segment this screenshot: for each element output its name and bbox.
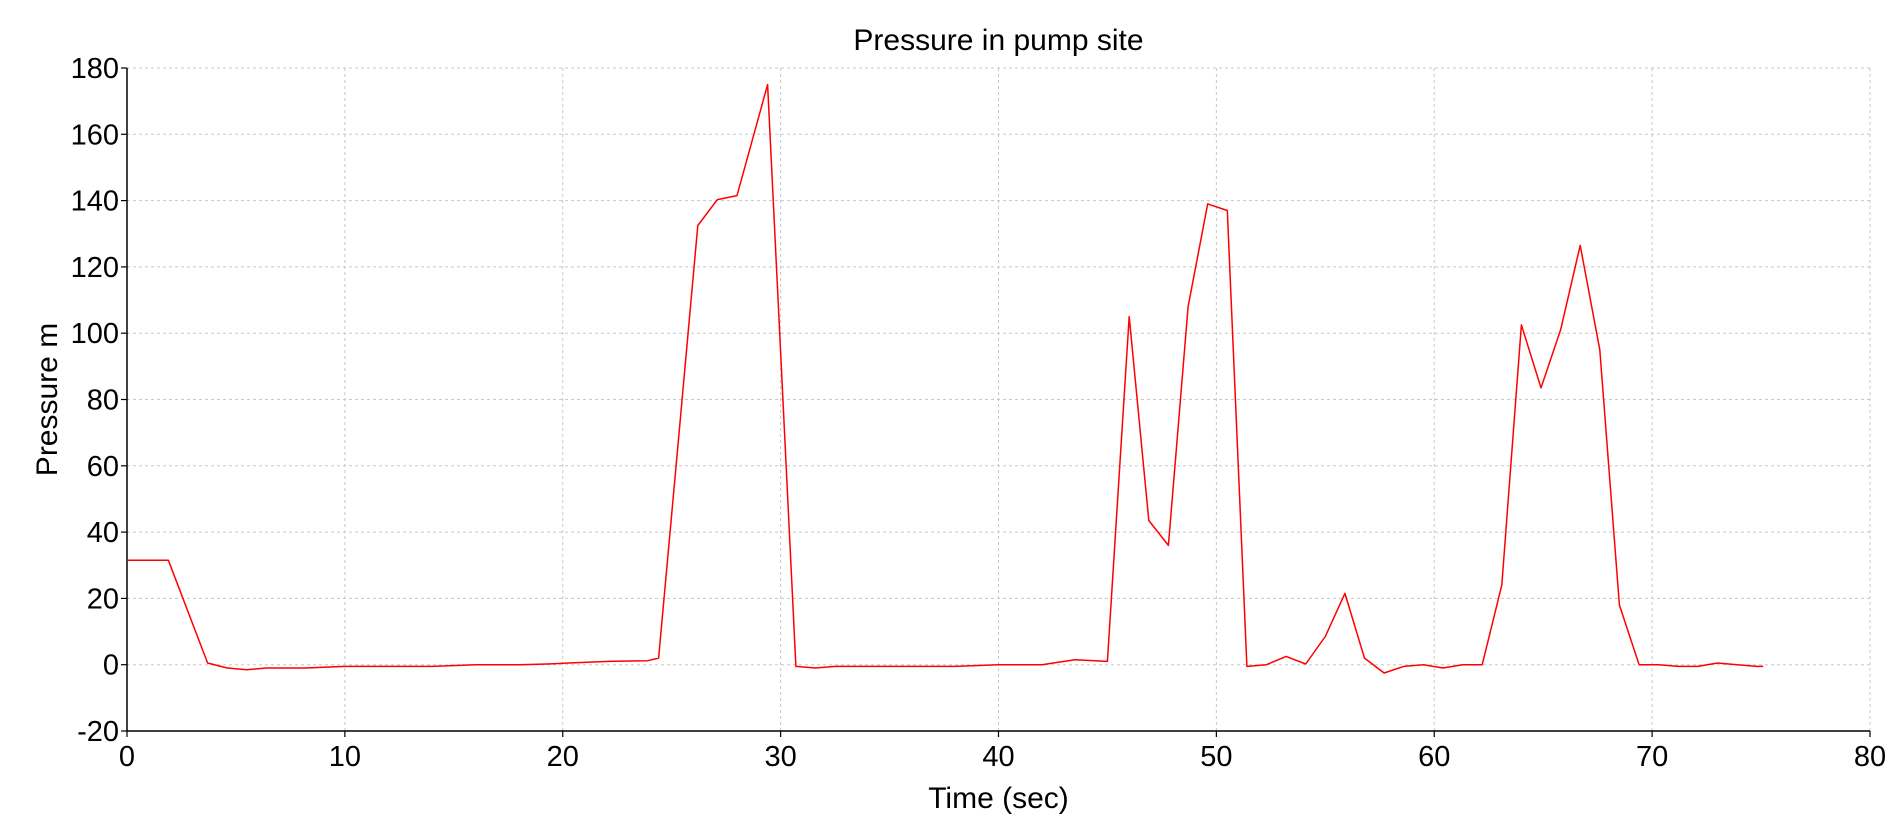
x-tick-label-0: 0 bbox=[119, 741, 135, 773]
x-tick-label-2: 20 bbox=[547, 741, 579, 773]
y-tick-label-0: -20 bbox=[77, 716, 119, 748]
y-tick-label-5: 80 bbox=[87, 385, 119, 417]
x-tick-label-5: 50 bbox=[1200, 741, 1232, 773]
series bbox=[127, 83, 1764, 674]
y-ticks: -20 0 20 40 60 80 100 120 140 160 180 bbox=[71, 53, 127, 748]
chart-title: Pressure in pump site bbox=[853, 24, 1143, 57]
grid bbox=[127, 67, 1871, 731]
y-tick-label-1: 0 bbox=[103, 650, 119, 682]
x-tick-label-3: 30 bbox=[764, 741, 796, 773]
x-axis-label: Time (sec) bbox=[928, 782, 1069, 815]
y-tick-label-7: 120 bbox=[71, 252, 119, 284]
y-tick-label-10: 180 bbox=[71, 53, 119, 85]
x-tick-label-4: 40 bbox=[982, 741, 1014, 773]
x-ticks: 0 10 20 30 40 50 60 70 80 bbox=[119, 731, 1886, 773]
y-tick-label-3: 40 bbox=[87, 517, 119, 549]
y-tick-label-8: 140 bbox=[71, 186, 119, 218]
x-tick-label-7: 70 bbox=[1636, 741, 1668, 773]
y-tick-label-4: 60 bbox=[87, 451, 119, 483]
x-tick-label-6: 60 bbox=[1418, 741, 1450, 773]
y-axis-label: Pressure m bbox=[31, 323, 64, 476]
series-line-0 bbox=[127, 83, 1764, 674]
y-tick-label-9: 160 bbox=[71, 119, 119, 151]
x-tick-label-8: 80 bbox=[1854, 741, 1886, 773]
x-tick-label-1: 10 bbox=[329, 741, 361, 773]
y-tick-label-6: 100 bbox=[71, 318, 119, 350]
y-tick-label-2: 20 bbox=[87, 583, 119, 615]
